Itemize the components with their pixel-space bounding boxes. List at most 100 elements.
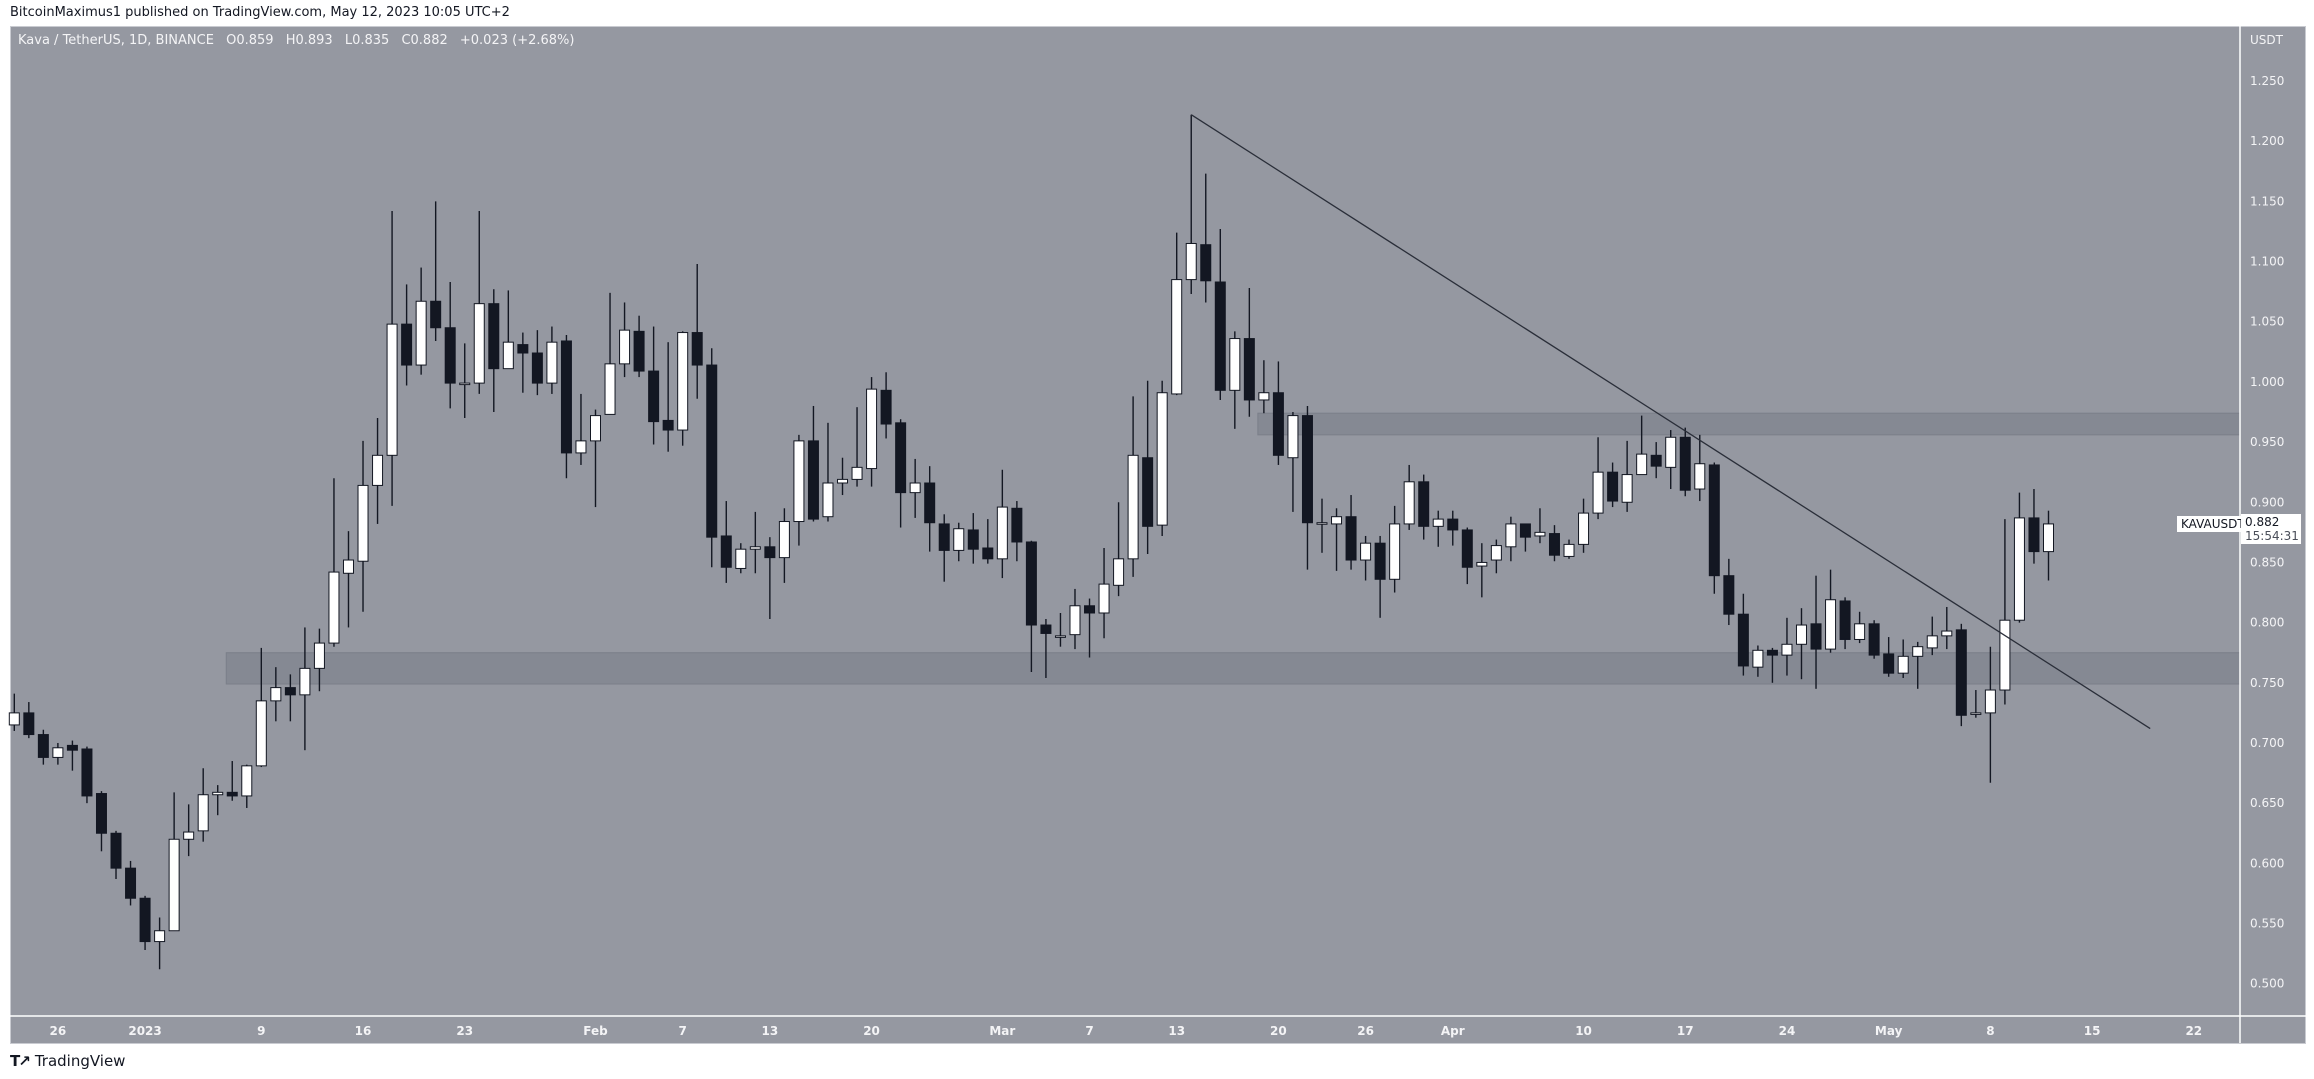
time-axis[interactable]: 26 2023 9 16 23 Feb 7 13 20 Mar 7 13 20 26 Apr 10 17 24 Ma… (50, 1024, 2203, 1038)
candle (1011, 501, 1023, 562)
price-tick-label: 0.800 (2250, 616, 2284, 630)
candle-body-up (1926, 635, 1938, 649)
candle-body-down (125, 867, 137, 899)
time-tick-label: 26 (1357, 1024, 1374, 1038)
candle (778, 508, 790, 583)
price-axis[interactable]: 1.250 1.200 1.150 1.100 1.050 1.000 0.950 0.900… (2250, 74, 2284, 991)
candle-body-down (401, 323, 413, 366)
candle (648, 326, 660, 445)
candle (1984, 646, 1996, 783)
candle-body-up (1752, 649, 1764, 668)
candle (1897, 639, 1909, 678)
candle-body-up (793, 440, 805, 523)
candle-body-down (1708, 464, 1720, 577)
candle (706, 348, 718, 568)
candle (1490, 539, 1502, 574)
candle-body-up (822, 482, 834, 518)
candle (749, 511, 761, 574)
price-tick-label: 0.900 (2250, 495, 2284, 509)
candle (1970, 690, 1982, 718)
candle-body-down (1883, 653, 1895, 674)
candles (8, 114, 2054, 970)
price-tick-label: 1.200 (2250, 134, 2284, 148)
candle-body-down (1955, 629, 1967, 716)
candle-body-down (880, 389, 892, 425)
candle-body-up (590, 415, 601, 442)
time-tick-label: May (1875, 1024, 1903, 1038)
candle (619, 302, 631, 378)
time-tick-label: Feb (583, 1024, 608, 1038)
symbol-price-tag: KAVAUSDT (2177, 516, 2249, 532)
time-tick-label: 22 (2185, 1024, 2202, 1038)
candle (1563, 539, 1575, 559)
candle (1839, 597, 1851, 650)
candle-body-down (1519, 523, 1531, 538)
candle (1331, 508, 1343, 571)
candle (1955, 623, 1967, 727)
candle (662, 342, 674, 452)
candle (1592, 437, 1604, 520)
candle-body-up (749, 546, 761, 550)
bar-countdown: 15:54:31 (2245, 529, 2299, 543)
candle (1708, 462, 1720, 594)
candle (1025, 540, 1037, 672)
candle-body-up (386, 323, 398, 456)
candle-body-down (720, 535, 732, 568)
candle-body-down (95, 793, 107, 834)
tradingview-logo[interactable]: T↗ TradingView (10, 1052, 125, 1070)
candle-body-up (255, 700, 267, 767)
publish-info: BitcoinMaximus1 published on TradingView… (10, 5, 510, 20)
candle-body-down (1200, 244, 1212, 282)
candle (720, 501, 732, 583)
candle-body-up (619, 329, 631, 365)
candle (139, 895, 151, 950)
candle-body-up (1897, 655, 1909, 674)
legend-symbol[interactable]: Kava / TetherUS, 1D, BINANCE (18, 33, 214, 48)
sr-zone (1257, 412, 2241, 436)
candle-body-up (459, 382, 471, 386)
time-tick-label: 7 (679, 1024, 687, 1038)
candle (37, 729, 49, 765)
candle-body-up (996, 506, 1008, 560)
candle (1781, 617, 1793, 676)
candle-body-down (430, 300, 442, 329)
candle (1999, 519, 2011, 705)
symbol-legend: Kava / TetherUS, 1D, BINANCE O0.859 H0.8… (18, 33, 582, 48)
candle (1505, 516, 1517, 562)
time-tick-label: 7 (1085, 1024, 1093, 1038)
time-tick-label: 8 (1986, 1024, 1994, 1038)
candle (1054, 612, 1066, 647)
candle (1636, 415, 1648, 476)
candle (691, 263, 703, 399)
candle (66, 740, 78, 771)
candle (386, 210, 398, 506)
candle-body-up (778, 521, 790, 559)
candle-body-up (1403, 481, 1415, 525)
candle (1810, 575, 1822, 689)
candle (1607, 462, 1619, 508)
candle (1650, 442, 1662, 479)
candle-body-up (1854, 623, 1866, 640)
legend-close: C0.882 (401, 33, 448, 48)
candle (517, 332, 529, 393)
price-tick-label: 0.750 (2250, 676, 2284, 690)
candle-body-up (1941, 630, 1953, 637)
chart-panel[interactable] (10, 26, 2306, 1044)
candle-body-down (1810, 623, 1822, 650)
candle (313, 628, 325, 692)
candle (226, 761, 238, 801)
candle-body-down (691, 332, 703, 366)
time-tick-label: 13 (1168, 1024, 1185, 1038)
candle-body-up (1113, 558, 1125, 586)
candle-body-up (212, 791, 224, 796)
candle (1287, 411, 1299, 512)
candle (2028, 489, 2040, 564)
candle-body-up (1490, 545, 1502, 561)
candle (1418, 474, 1430, 540)
candle-body-up (313, 642, 325, 669)
candle-body-up (1389, 523, 1401, 580)
candle (1723, 558, 1735, 626)
candle-body-down (764, 546, 776, 559)
candle-body-up (677, 332, 689, 431)
